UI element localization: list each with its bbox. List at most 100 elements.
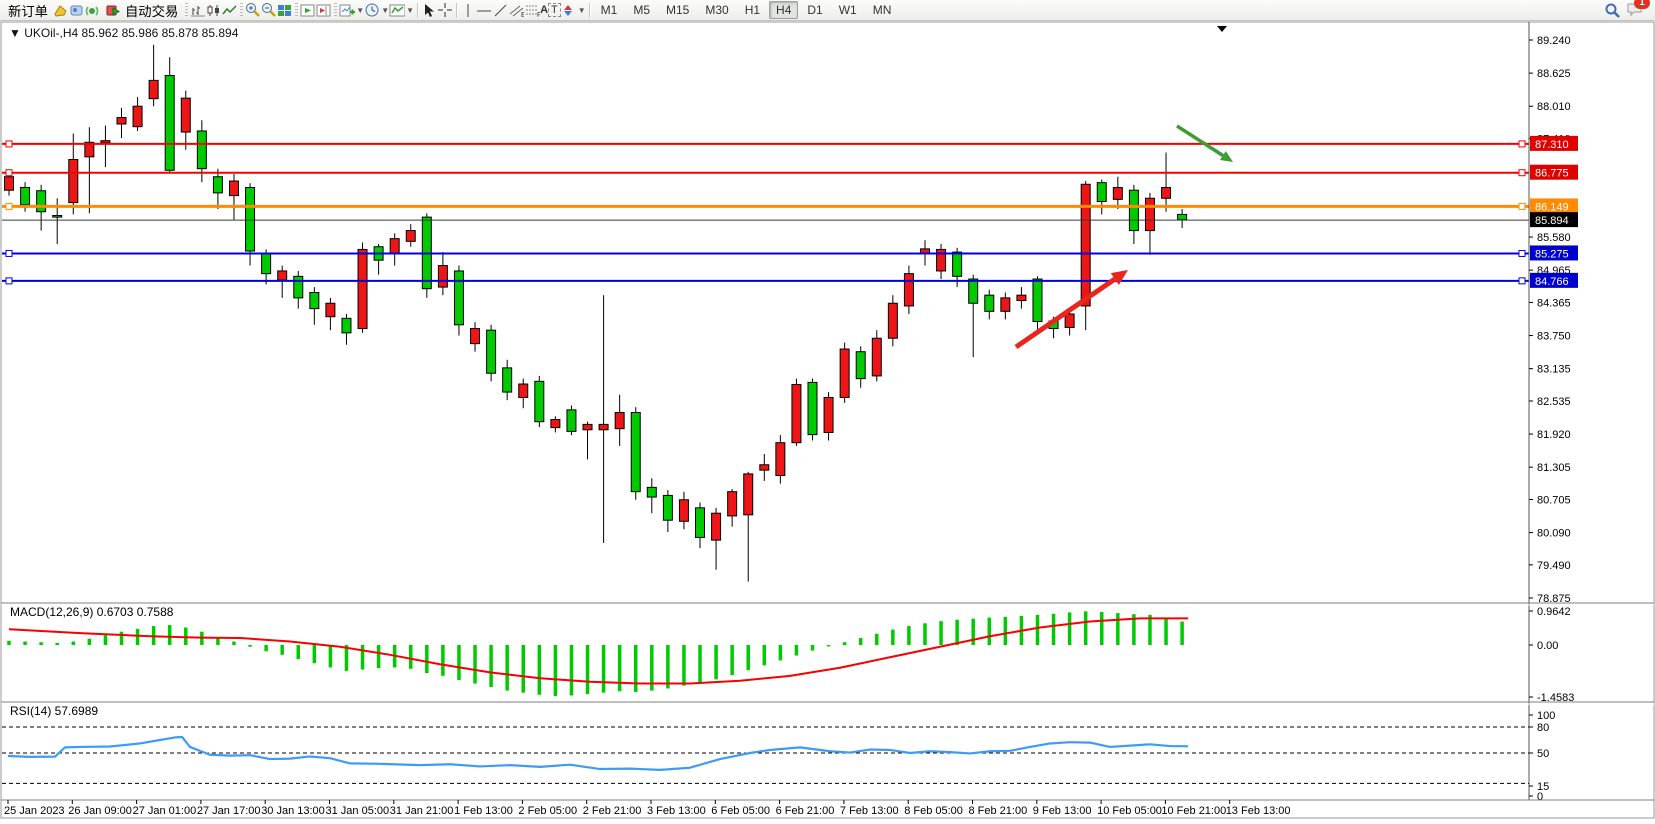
timeframe-w1[interactable]: W1	[838, 3, 857, 17]
crosshair-icon[interactable]	[437, 2, 453, 18]
arrows-tool-icon[interactable]	[561, 2, 577, 18]
text-label-tool-icon[interactable]: T	[548, 3, 561, 17]
timeframe-h1[interactable]: H1	[744, 3, 761, 17]
time-label: 27 Jan 17:00	[197, 805, 261, 817]
autotrading-button[interactable]: 自动交易	[101, 1, 183, 20]
line-handle	[5, 249, 13, 257]
signals-icon[interactable]	[85, 2, 101, 18]
fibonacci-icon[interactable]: F	[524, 2, 540, 18]
time-label: 1 Feb 13:00	[454, 805, 513, 817]
price-line-badge-label: 84.766	[1535, 276, 1569, 288]
period-clock-icon[interactable]	[364, 2, 380, 18]
candle-body	[132, 105, 143, 128]
candle-body	[984, 294, 995, 312]
line-handle	[5, 169, 13, 177]
candle-body	[437, 265, 448, 288]
rsi-axis-label: 100	[1537, 710, 1555, 722]
price-tick-label: 81.305	[1537, 462, 1571, 474]
line-handle	[1518, 249, 1526, 257]
line-handle	[1518, 277, 1526, 285]
timeframe-d1[interactable]: D1	[807, 3, 823, 17]
trend-arrow-shaft	[1176, 124, 1224, 157]
price-line-badge-label: 86.149	[1535, 201, 1569, 213]
indicators-icon[interactable]	[389, 2, 406, 18]
candle-body	[68, 159, 79, 204]
rsi-panel: RSI(14) 57.6989	[2, 704, 1529, 784]
candle-body	[646, 486, 657, 498]
time-label: 10 Feb 05:00	[1097, 805, 1162, 817]
candle-body	[164, 75, 175, 171]
macd-panel: MACD(12,26,9) 0.6703 0.7588	[7, 605, 1188, 697]
notifications-button[interactable]: 1	[1626, 0, 1650, 20]
candle-body	[791, 384, 802, 444]
data-window-icon[interactable]	[69, 2, 85, 18]
candle-body	[405, 230, 416, 242]
candle-body	[582, 423, 593, 431]
candle-body	[695, 507, 706, 538]
line-chart-icon[interactable]	[222, 2, 238, 18]
time-label: 3 Feb 13:00	[647, 805, 706, 817]
price-line-badge	[1530, 272, 1578, 288]
time-label: 2 Feb 05:00	[518, 805, 577, 817]
chart-shift-icon[interactable]	[316, 2, 332, 18]
candle-body	[887, 302, 898, 339]
timeframe-m30[interactable]: M30	[705, 3, 729, 17]
vertical-line-icon[interactable]	[460, 2, 476, 18]
new-order-button[interactable]: 新订单	[3, 1, 53, 20]
candle-body	[1161, 187, 1172, 199]
text-tool-icon[interactable]: A	[540, 4, 549, 16]
candle-body	[309, 291, 320, 310]
equidistant-channel-icon[interactable]: E	[508, 2, 524, 18]
new-chart-icon[interactable]	[339, 2, 356, 18]
candle-body	[518, 383, 529, 398]
candle-body	[630, 412, 641, 493]
macd-axis-label: -1.4583	[1537, 692, 1574, 704]
price-lines-layer	[2, 140, 1529, 285]
price-line-badge-label: 87.310	[1535, 139, 1569, 151]
time-label: 25 Jan 2023	[4, 805, 65, 817]
candle-body	[36, 190, 47, 213]
candle-body	[1000, 297, 1011, 312]
timeframe-m1[interactable]: M1	[600, 3, 618, 17]
new-chart-caret-icon[interactable]: ▼	[356, 5, 365, 15]
arrows-caret-icon[interactable]: ▼	[577, 5, 586, 15]
price-tick-label: 88.010	[1537, 101, 1571, 113]
trendline-icon[interactable]	[492, 2, 508, 18]
candle-body	[84, 141, 95, 158]
rsi-line	[7, 735, 1189, 772]
time-label: 10 Feb 21:00	[1161, 805, 1226, 817]
candle-body	[598, 423, 609, 431]
timeframe-m5[interactable]: M5	[633, 3, 651, 17]
timeframe-h4[interactable]: H4	[769, 1, 799, 19]
bar-chart-icon[interactable]	[190, 2, 206, 18]
price-line-badge-label: 86.775	[1535, 168, 1569, 180]
line-handle	[5, 202, 13, 210]
zoom-out-icon[interactable]	[261, 2, 277, 18]
candle-body	[534, 380, 545, 423]
indicators-caret-icon[interactable]: ▼	[406, 5, 415, 15]
tile-windows-icon[interactable]	[277, 2, 293, 18]
candle-body	[293, 275, 304, 299]
macd-axis-label: 0.00	[1537, 640, 1558, 652]
candle-body	[566, 409, 577, 432]
timeframe-m15[interactable]: M15	[666, 3, 690, 17]
candlestick-chart-icon[interactable]	[206, 2, 222, 18]
trend-arrow-head	[1110, 270, 1128, 285]
cursor-icon[interactable]	[421, 2, 437, 18]
profiles-icon[interactable]	[53, 2, 69, 18]
toolbar: 新订单 自动交易	[0, 0, 1655, 21]
horizontal-line-icon[interactable]	[476, 2, 492, 18]
candle-body	[4, 176, 14, 191]
auto-scroll-icon[interactable]	[300, 2, 316, 18]
candle-body	[1016, 294, 1027, 302]
period-caret-icon[interactable]: ▼	[381, 5, 390, 15]
search-icon[interactable]	[1604, 2, 1620, 18]
candle-body	[1177, 213, 1188, 221]
candle-body	[502, 367, 513, 393]
timeframe-mn[interactable]: MN	[872, 3, 892, 17]
zoom-in-icon[interactable]	[245, 2, 261, 18]
time-label: 27 Jan 01:00	[133, 805, 197, 817]
price-tick-label: 82.535	[1537, 396, 1571, 408]
